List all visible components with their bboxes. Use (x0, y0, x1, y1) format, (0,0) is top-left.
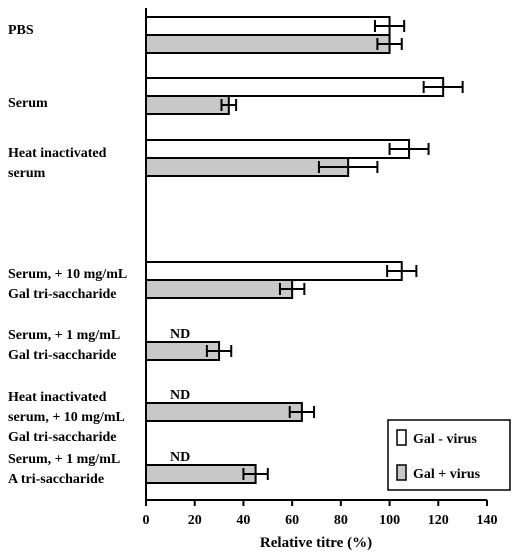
legend-label-gal-minus: Gal - virus (413, 432, 477, 447)
legend-swatch-gal-minus (396, 429, 407, 446)
nd-label: ND (170, 450, 190, 465)
legend-box (387, 419, 511, 491)
x-tick-label: 40 (236, 513, 250, 528)
bar-gal-minus (145, 261, 403, 281)
category-label-line: Serum, + 1 mg/mL (8, 452, 120, 467)
x-tick-label: 140 (477, 513, 498, 528)
category-labels: PBS Serum Heat inactivated serum Serum, + 10… (8, 23, 127, 487)
category-label-line: Gal tri-saccharide (8, 287, 116, 302)
nd-label: ND (170, 388, 190, 403)
x-tick-label: 0 (143, 513, 150, 528)
x-tick-label: 20 (188, 513, 202, 528)
x-tick-label: 120 (428, 513, 449, 528)
legend-label-gal-plus: Gal + virus (413, 467, 481, 482)
category-label-line: Serum, + 10 mg/mL (8, 267, 127, 282)
bar-gal-plus (145, 34, 391, 54)
category-label-line: PBS (8, 23, 34, 38)
bar-gal-plus (145, 279, 294, 299)
bar-gal-plus (145, 402, 303, 422)
category-label-line: Gal tri-saccharide (8, 430, 116, 445)
category-label-line: Serum (8, 96, 48, 111)
bars: ND ND ND (145, 16, 464, 484)
x-axis-title: Relative titre (%) (260, 535, 372, 551)
legend-swatch-gal-plus (396, 464, 407, 481)
bar-gal-plus (145, 157, 350, 177)
x-tick-label: 100 (379, 513, 400, 528)
bar-gal-minus (145, 77, 445, 97)
nd-label: ND (170, 327, 190, 342)
x-tick-label: 80 (334, 513, 348, 528)
category-label-line: A tri-saccharide (8, 472, 104, 487)
bar-gal-minus (145, 16, 391, 36)
category-label-line: serum, + 10 mg/mL (8, 410, 125, 425)
legend: Gal - virus Gal + virus (387, 419, 511, 491)
category-label-line: Gal tri-saccharide (8, 348, 116, 363)
x-tick-label: 60 (285, 513, 299, 528)
x-ticks: 0 20 40 60 80 100 120 140 (143, 500, 498, 528)
category-label-line: serum (8, 166, 46, 181)
bar-gal-minus (145, 139, 411, 159)
category-label-line: Serum, + 1 mg/mL (8, 328, 120, 343)
bar-gal-plus (145, 464, 257, 484)
category-label-line: Heat inactivated (8, 390, 107, 405)
x-axis (145, 8, 487, 501)
category-label-line: Heat inactivated (8, 146, 107, 161)
bar-gal-plus (145, 95, 230, 115)
